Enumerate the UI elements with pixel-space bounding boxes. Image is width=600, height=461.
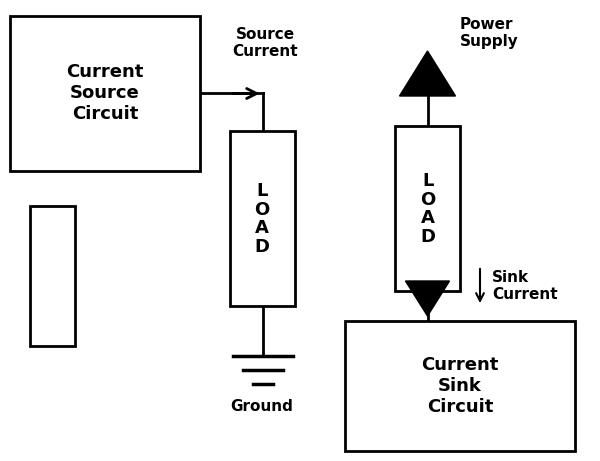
Text: Ground: Ground: [230, 398, 293, 414]
Text: Current
Sink
Circuit: Current Sink Circuit: [421, 356, 499, 416]
Text: L
O
A
D: L O A D: [421, 172, 436, 246]
Bar: [395, 126, 460, 291]
Text: Power
Supply: Power Supply: [460, 17, 519, 49]
Polygon shape: [406, 281, 449, 316]
Text: Sink
Current: Sink Current: [492, 270, 557, 302]
Text: L
O
A
D: L O A D: [254, 182, 269, 256]
Text: Current
Source
Circuit: Current Source Circuit: [67, 63, 143, 123]
Polygon shape: [400, 51, 455, 96]
Bar: [10, 16, 200, 171]
Bar: [345, 321, 575, 451]
Text: Source
Current: Source Current: [232, 27, 298, 59]
Bar: [230, 131, 295, 306]
Bar: [30, 206, 75, 346]
